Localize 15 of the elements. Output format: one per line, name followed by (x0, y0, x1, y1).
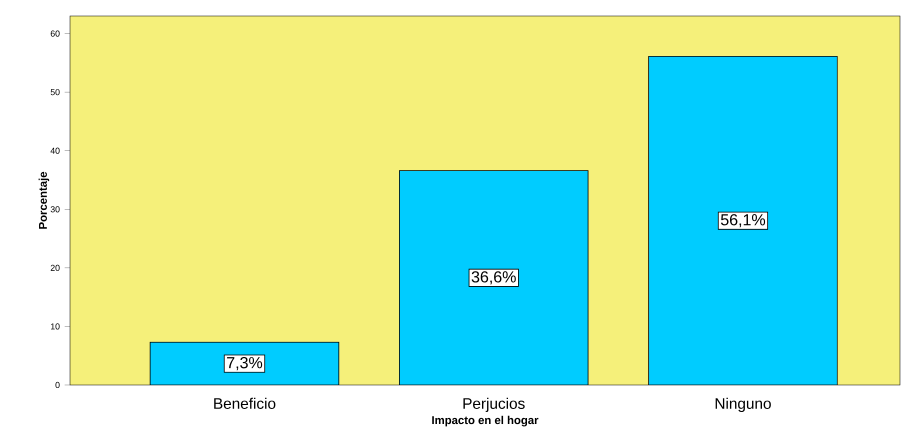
y-tick-label: 60 (50, 30, 60, 37)
x-tick-label: Ninguno (716, 398, 771, 412)
data-label: 36,6% (472, 271, 516, 284)
data-label: 7,3% (227, 357, 262, 370)
y-tick-label: 30 (50, 206, 60, 212)
data-label: 56,1% (720, 214, 766, 228)
y-tick-label: 20 (50, 264, 60, 271)
y-tick-label: 40 (50, 148, 60, 154)
y-axis-title: Porcentaje (38, 172, 50, 229)
y-tick-label: 50 (50, 89, 60, 96)
x-axis-title: Impacto en el hogar (432, 416, 538, 426)
x-tick-label: Perjucios (463, 398, 525, 412)
y-tick-label: 10 (51, 323, 60, 330)
y-tick-label: 0 (55, 382, 60, 388)
x-tick-label: Beneficio (214, 398, 276, 409)
